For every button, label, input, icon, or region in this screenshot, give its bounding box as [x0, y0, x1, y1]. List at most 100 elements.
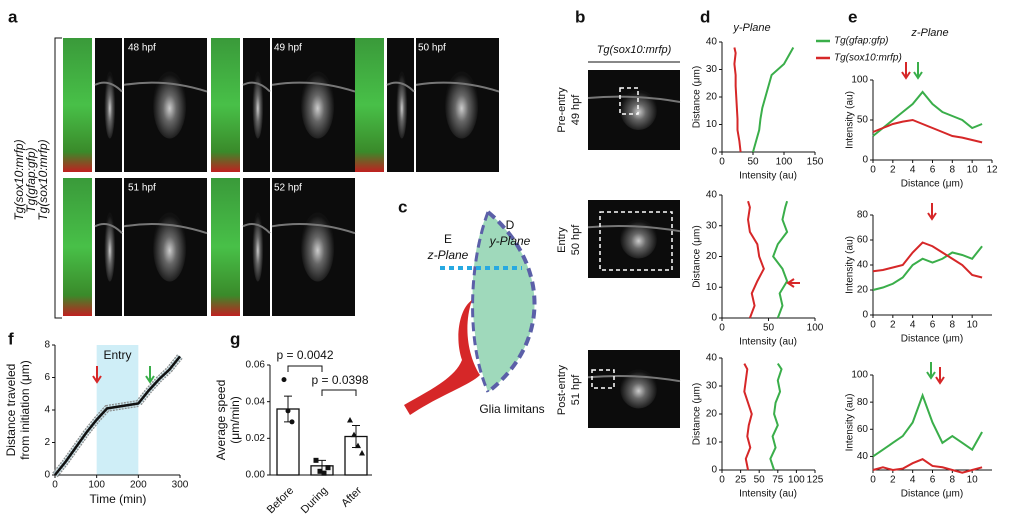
- y-tick-label: 0: [711, 147, 717, 158]
- y-tick-label: 40: [706, 353, 718, 364]
- fiber: [587, 225, 681, 233]
- y-tick-label: 40: [857, 451, 869, 462]
- x-tick-label: 4: [910, 165, 916, 176]
- y-tick-label: 10: [706, 119, 718, 130]
- timepoint: 48 hpf: [128, 43, 156, 54]
- fiber: [415, 81, 500, 93]
- schematic-label: z-Plane: [427, 248, 469, 262]
- fiber: [587, 95, 681, 103]
- x-tick-label: 10: [967, 165, 979, 176]
- profile-line: [772, 200, 789, 319]
- b-title: Tg(sox10:mrfp): [597, 44, 672, 56]
- x-axis-label: Distance (μm): [901, 179, 963, 190]
- y-tick-label: 0: [711, 465, 717, 476]
- y-axis-label: (μm/min): [228, 396, 242, 444]
- panel-title: z-Plane: [910, 27, 948, 39]
- profile-line: [743, 363, 753, 471]
- panel-letter: d: [700, 7, 710, 26]
- fiber: [123, 223, 208, 235]
- cell-signal: [252, 212, 264, 282]
- schematic-label: E: [444, 232, 452, 246]
- x-tick-label: 6: [930, 475, 936, 486]
- point: [321, 470, 327, 476]
- bracket: [54, 37, 62, 319]
- y-tick-label: 10: [706, 437, 718, 448]
- fiber: [386, 81, 415, 93]
- panel-letter: e: [848, 7, 857, 26]
- x-tick-label: 300: [172, 480, 189, 491]
- x-tick-label: 150: [807, 157, 824, 168]
- legend-label: Tg(sox10:mrfp): [834, 53, 902, 64]
- x-axis-label: Intensity (au): [739, 171, 797, 182]
- profile-line: [872, 458, 983, 474]
- x-tick-label: 50: [754, 475, 766, 486]
- cell-signal: [252, 71, 264, 139]
- x-tick-label: 8: [950, 475, 956, 486]
- genotype-label: Tg(sox10:mrfp): [36, 139, 50, 220]
- fiber: [242, 223, 271, 234]
- y-tick-label: 0.00: [246, 470, 266, 481]
- genotype-label: Tg(gfap:gfp): [24, 147, 38, 212]
- y-axis-label: Average speed: [214, 380, 228, 461]
- band-label: Entry: [103, 348, 131, 362]
- y-tick-label: 0.04: [246, 396, 266, 407]
- roi-box: [591, 369, 615, 389]
- arrow: [786, 278, 800, 288]
- cell-signal: [445, 71, 479, 139]
- point: [325, 465, 331, 471]
- fiber: [94, 223, 123, 234]
- point: [355, 442, 361, 449]
- y-tick-label: 80: [857, 397, 869, 408]
- arrow: [926, 362, 936, 380]
- cell-signal: [620, 369, 657, 409]
- profile-line: [872, 90, 983, 137]
- cell-signal: [104, 212, 116, 282]
- y-tick-label: 0: [862, 310, 868, 321]
- fiber: [242, 81, 271, 93]
- y-axis-label: Distance traveled: [4, 364, 18, 457]
- x-axis-label: Intensity (au): [739, 337, 797, 348]
- panel-letter: a: [8, 7, 18, 26]
- green-strip: [63, 38, 92, 172]
- profile-line: [733, 47, 742, 153]
- glia-edge: [471, 211, 490, 393]
- panel-letter: g: [230, 329, 240, 348]
- x-tick-label: 100: [88, 480, 105, 491]
- panel-title: y-Plane: [732, 22, 770, 34]
- cell-signal: [104, 71, 116, 139]
- point: [351, 431, 357, 438]
- point: [313, 457, 319, 463]
- green-strip: [211, 178, 240, 316]
- profile-line: [872, 392, 983, 458]
- y-tick-label: 40: [706, 190, 718, 201]
- legend-label: Tg(gfap:gfp): [834, 36, 888, 47]
- y-axis-label: Distance (μm): [692, 66, 703, 128]
- y-tick-label: 20: [706, 92, 718, 103]
- timepoint: 51 hpf: [128, 183, 156, 194]
- x-axis-label: Distance (μm): [901, 334, 963, 345]
- timepoint: 50 hpf: [418, 43, 446, 54]
- y-axis-label: Intensity (au): [845, 91, 856, 149]
- cell-signal: [153, 71, 187, 139]
- row-label: 50 hpf: [570, 224, 582, 256]
- profile-line: [752, 47, 795, 153]
- cell-signal: [396, 71, 408, 139]
- panel-letter: b: [575, 7, 585, 26]
- x-tick-label: 0: [870, 320, 876, 331]
- y-tick-label: 10: [706, 282, 718, 293]
- schematic-label: D: [506, 218, 515, 232]
- y-tick-label: 6: [44, 372, 50, 383]
- cell-signal: [301, 212, 335, 282]
- axis: [872, 80, 992, 161]
- y-plane-line: [486, 210, 537, 394]
- point: [347, 417, 353, 423]
- axis: [721, 358, 815, 471]
- timepoint: 52 hpf: [274, 183, 302, 194]
- panel-letter: c: [398, 197, 407, 216]
- x-tick-label: 2: [890, 320, 896, 331]
- x-tick-label: 0: [870, 475, 876, 486]
- c-schematic: [404, 210, 537, 415]
- y-tick-label: 20: [706, 251, 718, 262]
- distance-line: [54, 355, 181, 476]
- x-tick-label: Before: [265, 485, 296, 516]
